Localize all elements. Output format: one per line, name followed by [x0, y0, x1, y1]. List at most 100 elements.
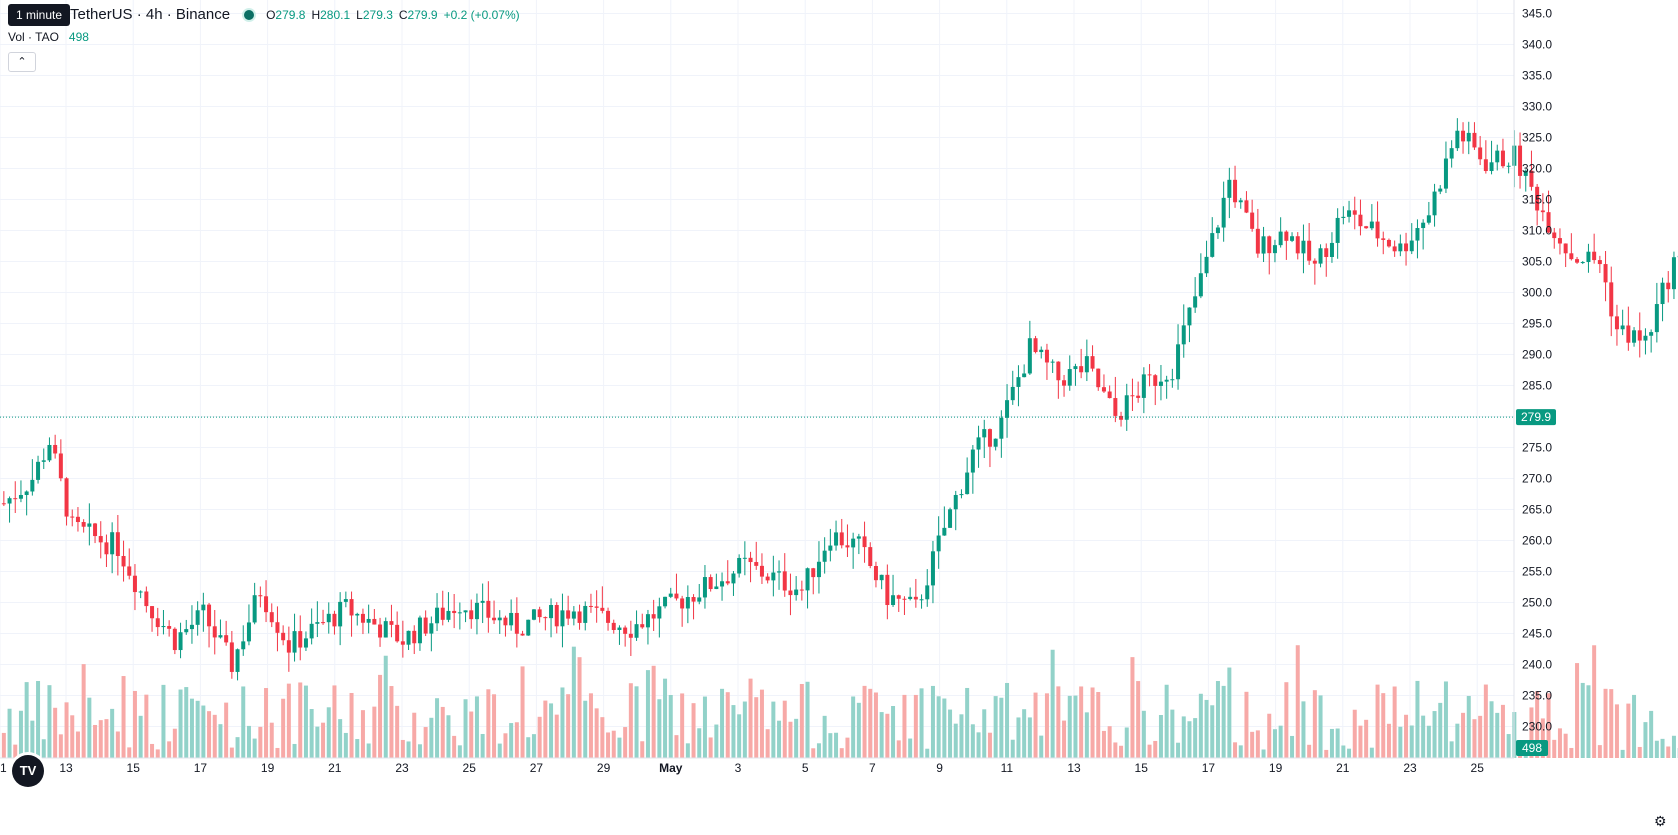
candle-body — [617, 627, 622, 630]
candle-body — [1597, 260, 1602, 265]
candle-body — [691, 597, 696, 602]
y-tick-label: 315.0 — [1522, 193, 1552, 207]
candle-body — [1147, 374, 1152, 376]
volume-bar — [976, 732, 981, 758]
candle-body — [241, 641, 246, 650]
candle-body — [343, 599, 348, 602]
volume-bar — [1005, 682, 1010, 758]
volume-bar — [1472, 719, 1477, 758]
volume-bar — [731, 705, 736, 758]
volume-bar — [663, 678, 668, 758]
volume-bar — [378, 674, 383, 758]
x-tick-label: 29 — [597, 761, 611, 775]
volume-bar — [503, 733, 508, 758]
volume-bar — [965, 687, 970, 758]
candle-body — [1136, 395, 1141, 398]
candle-body — [1290, 236, 1295, 241]
candle-body — [1443, 158, 1448, 189]
candle-body — [275, 622, 280, 633]
candle-body — [218, 635, 223, 638]
volume-bar — [218, 724, 223, 758]
volume-bar — [286, 683, 291, 758]
volume-bar — [172, 728, 177, 758]
candle-body — [953, 494, 958, 510]
candle-body — [1352, 210, 1357, 215]
volume-bar — [1227, 667, 1232, 758]
candle-body — [1552, 232, 1557, 239]
volume-bar — [1096, 692, 1101, 758]
volume-bar — [1261, 749, 1266, 758]
volume-bar — [1557, 728, 1562, 758]
volume-bar — [201, 705, 206, 758]
candle-body — [104, 542, 109, 555]
collapse-legend-button[interactable]: ⌃ — [8, 52, 36, 72]
candle-body — [1614, 316, 1619, 330]
volume-bar — [526, 737, 531, 758]
candle-body — [144, 591, 149, 607]
candle-body — [1455, 130, 1460, 149]
volume-bar — [423, 727, 428, 758]
candle-body — [856, 536, 861, 539]
volume-bar — [1455, 723, 1460, 758]
volume-bar — [13, 744, 18, 758]
candle-body — [378, 624, 383, 638]
volume-bar — [902, 694, 907, 758]
volume-bar — [862, 685, 867, 758]
candle-body — [1404, 243, 1409, 252]
candle-body — [7, 498, 12, 504]
volume-bar — [1569, 747, 1574, 758]
volume-bar — [799, 683, 804, 758]
volume-bar — [53, 707, 58, 758]
volume-bar — [1164, 684, 1169, 758]
volume-bar — [1124, 727, 1129, 758]
volume-bar — [788, 721, 793, 758]
volume-bar — [708, 737, 713, 758]
volume-bar — [1609, 689, 1614, 758]
candle-body — [41, 460, 46, 462]
volume-bar — [1050, 649, 1055, 758]
volume-bar — [1603, 688, 1608, 758]
candle-body — [1466, 132, 1471, 142]
candle-body — [851, 538, 856, 548]
volume-bar — [1398, 726, 1403, 758]
candle-body — [645, 614, 650, 628]
volume-bar — [189, 698, 194, 758]
chevron-up-icon: ⌃ — [17, 56, 27, 68]
volume-bar — [1039, 735, 1044, 758]
candle-body — [1449, 148, 1454, 159]
volume-bar — [1238, 745, 1243, 758]
tradingview-logo-icon[interactable]: TV — [12, 755, 44, 787]
candle-body — [1176, 344, 1181, 380]
candle-body — [292, 631, 297, 653]
candle-body — [1267, 236, 1272, 254]
candle-body — [1084, 356, 1089, 373]
volume-bar — [395, 705, 400, 758]
candle-body — [383, 621, 388, 638]
volume-bar — [98, 720, 103, 758]
candle-body — [389, 621, 394, 625]
candle-body — [999, 417, 1004, 439]
y-tick-label: 255.0 — [1522, 565, 1552, 579]
candle-body — [269, 612, 274, 623]
candle-body — [600, 607, 605, 611]
volume-bar — [1347, 748, 1352, 758]
candle-body — [1210, 233, 1215, 257]
y-tick-label: 290.0 — [1522, 348, 1552, 362]
candle-body — [1119, 415, 1124, 420]
candle-body — [1073, 366, 1078, 370]
volume-bar — [1660, 738, 1665, 758]
symbol-title[interactable]: TetherUS · 4h · Binance — [70, 6, 231, 23]
volume-bar — [1409, 725, 1414, 758]
x-tick-label: 21 — [1336, 761, 1350, 775]
candle-body — [708, 577, 713, 590]
candle-body — [1649, 332, 1654, 336]
candle-body — [651, 614, 656, 619]
volume-bar — [58, 734, 63, 758]
volume-bar — [1255, 730, 1260, 758]
volume-bar — [486, 689, 491, 758]
volume-bar — [161, 684, 166, 758]
settings-gear-icon[interactable]: ⚙ — [1654, 813, 1667, 829]
candle-body — [1096, 368, 1101, 388]
volume-bar — [634, 686, 639, 758]
